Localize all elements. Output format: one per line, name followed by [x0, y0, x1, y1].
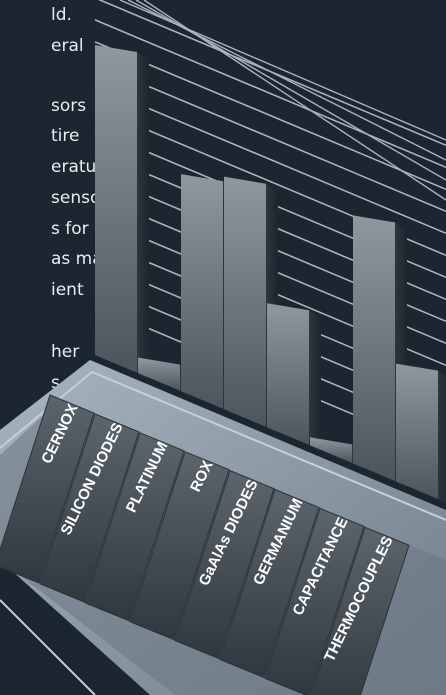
label-panel — [39, 413, 140, 603]
grid-line — [127, 0, 446, 161]
label-panel — [0, 394, 95, 584]
grid-line — [94, 85, 446, 235]
platform-edge — [0, 599, 96, 695]
bar — [267, 303, 309, 445]
intro-line: her — [51, 342, 80, 362]
bar — [353, 215, 395, 482]
bar — [224, 176, 266, 427]
intro-line: sensor — [51, 188, 108, 208]
bar-side — [309, 310, 321, 453]
bar — [310, 437, 352, 463]
grid-line — [135, 0, 446, 181]
label-panel — [264, 507, 365, 695]
bar — [95, 45, 137, 373]
bar — [396, 363, 438, 500]
intro-line: eral — [51, 36, 84, 56]
grid-line — [94, 19, 446, 169]
grid-line — [143, 0, 446, 201]
bar-side — [137, 52, 149, 381]
intro-line: ient — [51, 280, 84, 300]
label-panel — [84, 432, 185, 622]
intro-line: s for — [51, 219, 89, 239]
platform-edge — [0, 370, 446, 521]
bar — [138, 357, 180, 391]
label-panel — [219, 488, 320, 679]
label-panel — [174, 469, 275, 660]
chart-bars — [95, 45, 446, 505]
intro-line: sors — [51, 96, 87, 116]
intro-line: tire — [51, 126, 80, 146]
bar — [181, 174, 223, 409]
intro-line: ld. — [51, 5, 72, 25]
grid-line — [94, 63, 446, 213]
grid-line — [94, 41, 446, 191]
bar-side — [438, 370, 446, 505]
label-panel — [310, 526, 410, 695]
label-panel — [129, 451, 230, 641]
